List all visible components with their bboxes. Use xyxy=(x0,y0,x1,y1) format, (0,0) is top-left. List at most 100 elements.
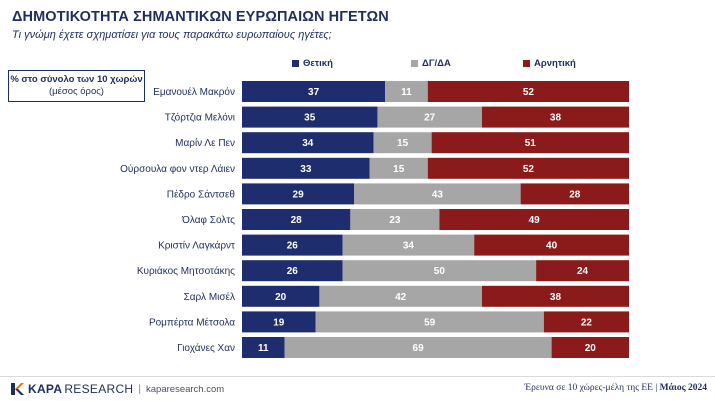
bar-segment-positive xyxy=(242,183,355,205)
data-label-positive: 28 xyxy=(291,215,303,226)
data-label-positive: 29 xyxy=(293,189,305,200)
bar-segment-neutral xyxy=(342,260,537,282)
category-label: Ούρσουλα φον ντερ Λάιεν xyxy=(120,163,235,175)
data-label-neutral: 50 xyxy=(434,266,446,277)
data-label-negative: 38 xyxy=(550,113,562,124)
data-label-neutral: 42 xyxy=(395,292,407,303)
bar-segment-negative xyxy=(427,81,629,102)
data-label-neutral: 23 xyxy=(389,215,401,226)
chart-title: ΔΗΜΟΤΙΚΟΤΗΤΑ ΣΗΜΑΝΤΙΚΩΝ ΕΥΡΩΠΑΙΩΝ ΗΓΕΤΩΝ xyxy=(12,9,389,25)
bar-segment-negative xyxy=(431,132,629,154)
legend-label-negative: Αρνητική xyxy=(534,58,576,69)
data-label-negative: 38 xyxy=(550,292,562,303)
data-label-negative: 28 xyxy=(569,189,581,200)
bar-segment-negative xyxy=(427,157,629,179)
data-label-neutral: 27 xyxy=(424,113,436,124)
category-label: Εμανουέλ Μακρόν xyxy=(153,86,235,98)
footer-brand: KAPA RESEARCH | kaparesearch.com xyxy=(10,381,224,397)
sample-note-box: % στο σύνολο των 10 χωρών (μέσος όρος) xyxy=(8,70,145,102)
legend-swatch-negative xyxy=(523,60,530,67)
footer-separator: | xyxy=(138,383,142,395)
chart-subtitle: Τι γνώμη έχετε σχηματίσει για τους παρακ… xyxy=(12,29,332,41)
bar-segment-positive xyxy=(242,285,320,307)
legend-item-positive: Θετική xyxy=(292,58,333,69)
data-label-positive: 19 xyxy=(273,317,285,328)
sample-note-line1: % στο σύνολο των 10 χωρών xyxy=(10,74,143,85)
footer-date: Μάιος 2024 xyxy=(659,383,707,393)
data-label-positive: 11 xyxy=(258,343,269,354)
bar-segment-positive xyxy=(242,260,343,282)
bar-segment-negative xyxy=(551,337,629,358)
bar-segment-positive xyxy=(242,81,386,102)
legend-item-negative: Αρνητική xyxy=(523,58,576,69)
bar-segment-neutral xyxy=(319,285,482,307)
data-label-negative: 24 xyxy=(577,266,589,277)
bar-segment-negative xyxy=(481,106,629,128)
data-label-neutral: 34 xyxy=(403,241,415,252)
bar-segment-negative xyxy=(439,209,629,230)
category-label: Πέδρο Σάντσεθ xyxy=(167,188,236,200)
chart-legend: Θετική ΔΓ/ΔΑ Αρνητική xyxy=(290,58,650,72)
category-label: Κυριάκος Μητσοτάκης xyxy=(137,265,235,277)
bar-segment-neutral xyxy=(350,209,440,230)
brand-name-kapa: KAPA xyxy=(28,382,63,396)
data-label-neutral: 11 xyxy=(401,87,412,98)
bar-segment-positive xyxy=(242,311,316,333)
brand-name-research: RESEARCH xyxy=(64,382,134,396)
category-label: Ρομπέρτα Μέτσολα xyxy=(149,316,235,328)
data-label-negative: 52 xyxy=(523,164,535,175)
data-label-positive: 26 xyxy=(287,241,299,252)
legend-label-positive: Θετική xyxy=(303,58,333,69)
category-label: Σαρλ Μισέλ xyxy=(184,291,235,303)
bar-segment-neutral xyxy=(284,337,552,358)
data-label-negative: 51 xyxy=(525,138,537,149)
sample-note-line2: (μέσος όρος) xyxy=(49,86,104,97)
footer-divider xyxy=(0,376,715,377)
data-label-negative: 52 xyxy=(523,87,535,98)
bar-segment-negative xyxy=(543,311,629,333)
bar-segment-positive xyxy=(242,157,370,179)
footer-source-separator: | xyxy=(655,383,658,393)
data-label-neutral: 15 xyxy=(393,164,405,175)
data-label-positive: 34 xyxy=(302,138,314,149)
bar-segment-positive xyxy=(242,337,285,358)
bar-segment-neutral xyxy=(315,311,544,333)
bar-segment-neutral xyxy=(342,234,475,256)
data-label-positive: 26 xyxy=(287,266,299,277)
bar-segment-negative xyxy=(481,285,629,307)
data-label-negative: 49 xyxy=(529,215,541,226)
bar-segment-positive xyxy=(242,209,351,230)
legend-item-neutral: ΔΓ/ΔΑ xyxy=(411,58,451,69)
data-label-positive: 37 xyxy=(308,87,320,98)
category-label: Όλαφ Σολτς xyxy=(181,215,235,226)
data-label-negative: 40 xyxy=(546,241,558,252)
data-label-neutral: 69 xyxy=(413,343,425,354)
bar-segment-neutral xyxy=(377,106,482,128)
data-label-positive: 33 xyxy=(300,164,312,175)
legend-swatch-positive xyxy=(292,60,299,67)
footer-source-text: Έρευνα σε 10 χώρες-μέλη της ΕΕ xyxy=(524,383,653,393)
bar-segment-negative xyxy=(520,183,629,205)
bar-segment-positive xyxy=(242,234,343,256)
category-label: Γιοχάνες Χαν xyxy=(177,342,235,354)
footer-source: Έρευνα σε 10 χώρες-μέλη της ΕΕ | Μάιος 2… xyxy=(525,383,707,393)
bar-segment-negative xyxy=(536,260,629,282)
bar-segment-neutral xyxy=(369,157,428,179)
category-label: Κριστίν Λαγκάρντ xyxy=(158,240,235,252)
bar-segment-neutral xyxy=(385,81,428,102)
bar-segment-neutral xyxy=(354,183,521,205)
data-label-negative: 22 xyxy=(581,317,593,328)
data-label-neutral: 15 xyxy=(397,138,409,149)
data-label-neutral: 59 xyxy=(424,317,436,328)
bar-segment-positive xyxy=(242,106,378,128)
bar-segment-negative xyxy=(474,234,629,256)
data-label-positive: 20 xyxy=(275,292,287,303)
data-label-neutral: 43 xyxy=(432,189,444,200)
legend-label-neutral: ΔΓ/ΔΑ xyxy=(422,58,451,69)
category-label: Μαρίν Λε Πεν xyxy=(175,137,235,149)
bar-segment-positive xyxy=(242,132,374,154)
legend-swatch-neutral xyxy=(411,60,418,67)
footer-url-link[interactable]: kaparesearch.com xyxy=(146,383,225,395)
bar-segment-neutral xyxy=(373,132,432,154)
data-label-positive: 35 xyxy=(304,113,316,124)
